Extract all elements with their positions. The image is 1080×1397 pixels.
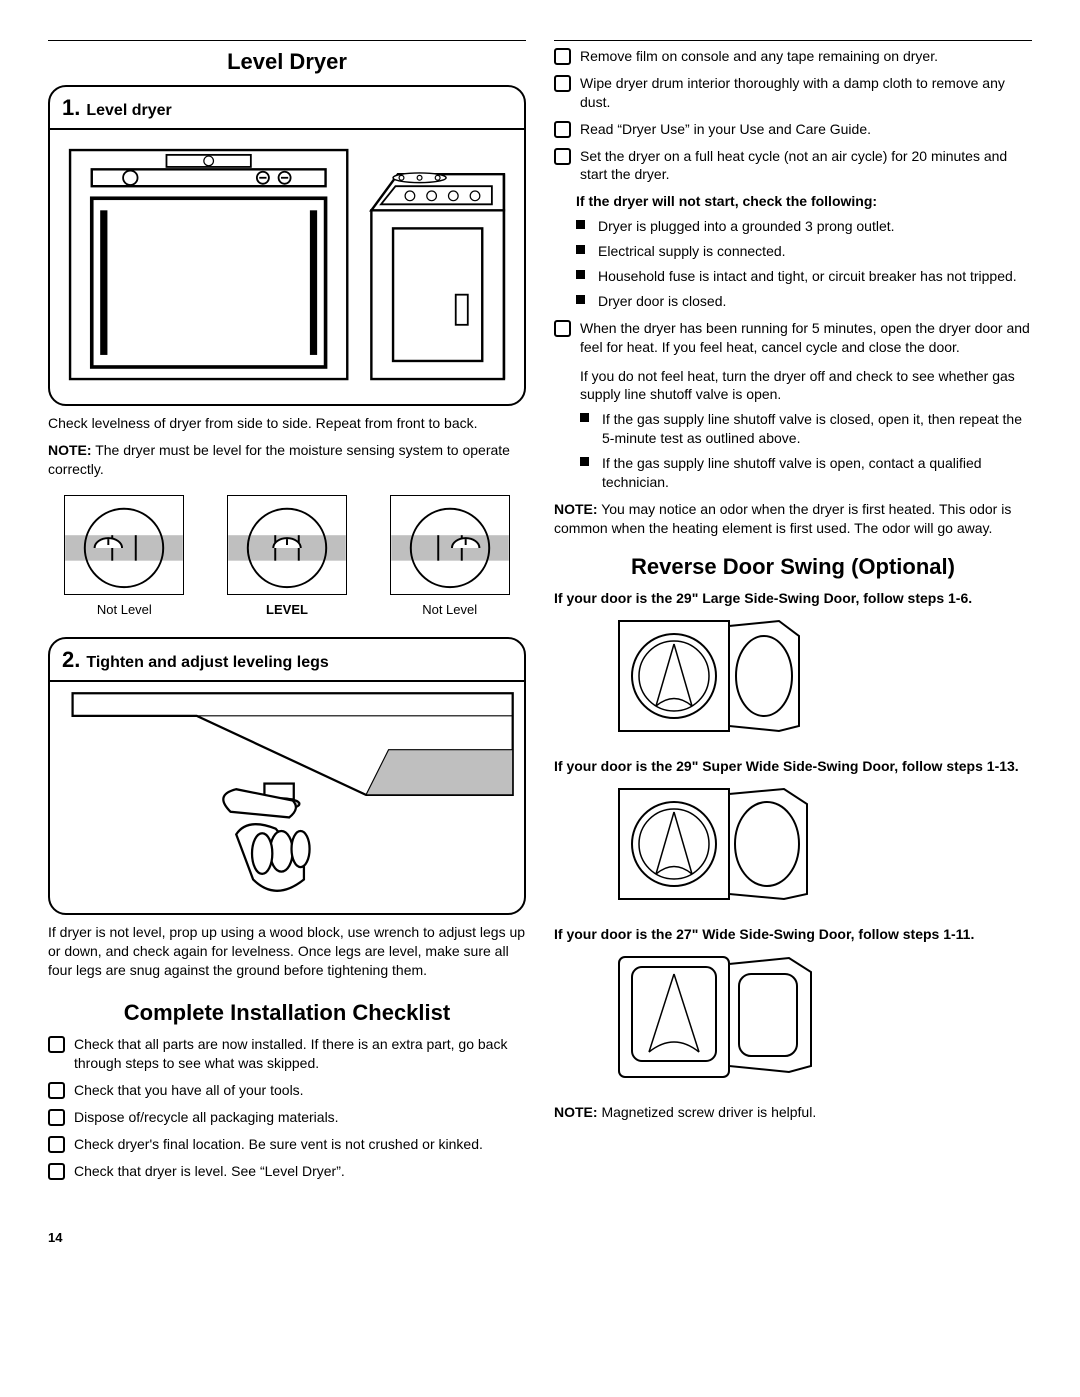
note-label-1: NOTE: <box>48 442 92 458</box>
checklist-item: Check that you have all of your tools. <box>48 1081 526 1100</box>
heading-reverse-door: Reverse Door Swing (Optional) <box>554 552 1032 582</box>
final-note-text: Magnetized screw driver is helpful. <box>598 1104 817 1120</box>
trouble-heading: If the dryer will not start, check the f… <box>576 192 1032 211</box>
step1-caption: Check levelness of dryer from side to si… <box>48 414 526 433</box>
stepbox-1: 1. Level dryer <box>48 85 526 407</box>
checklist-right-1: Remove film on console and any tape rema… <box>554 47 1032 184</box>
runcheck-text: When the dryer has been running for 5 mi… <box>580 320 1030 355</box>
step1-num: 1. <box>62 93 80 123</box>
door-27: If your door is the 27" Wide Side-Swing … <box>554 925 1032 944</box>
step2-num: 2. <box>62 645 80 675</box>
stepbox-2-header: 2. Tighten and adjust leveling legs <box>50 639 524 683</box>
door-fig-1 <box>614 616 1032 741</box>
checklist-item: Check that all parts are now installed. … <box>48 1035 526 1073</box>
checklist-right-2: When the dryer has been running for 5 mi… <box>554 319 1032 492</box>
door-29-super: If your door is the 29" Super Wide Side-… <box>554 757 1032 776</box>
level-label-1: Not Level <box>48 601 201 619</box>
trouble-item: Electrical supply is connected. <box>576 242 1032 261</box>
level-label-2: LEVEL <box>211 601 364 619</box>
checklist-item: Remove film on console and any tape rema… <box>554 47 1032 66</box>
final-note-label: NOTE: <box>554 1104 598 1120</box>
door-27-illustration <box>614 952 824 1082</box>
trouble-item: Dryer door is closed. <box>576 292 1032 311</box>
step1-body <box>50 130 524 404</box>
gas-item: If the gas supply line shutoff valve is … <box>580 410 1032 448</box>
level-bubble-row: Not Level LEVEL <box>48 495 526 619</box>
left-column: Level Dryer 1. Level dryer <box>48 40 526 1189</box>
trouble-item: Dryer is plugged into a grounded 3 prong… <box>576 217 1032 236</box>
door-29-large: If your door is the 29" Large Side-Swing… <box>554 589 1032 608</box>
final-note: NOTE: Magnetized screw driver is helpful… <box>554 1103 1032 1122</box>
bubble-level <box>227 495 347 595</box>
checklist-item: When the dryer has been running for 5 mi… <box>554 319 1032 492</box>
level-cell-1: Not Level <box>48 495 201 619</box>
checklist-item: Check that dryer is level. See “Level Dr… <box>48 1162 526 1181</box>
right-column: Remove film on console and any tape rema… <box>554 40 1032 1189</box>
step2-title: Tighten and adjust leveling legs <box>86 652 328 674</box>
checklist-item: Read “Dryer Use” in your Use and Care Gu… <box>554 120 1032 139</box>
level-cell-3: Not Level <box>373 495 526 619</box>
door-fig-2 <box>614 784 1032 909</box>
stepbox-2: 2. Tighten and adjust leveling legs <box>48 637 526 915</box>
odor-note-text: You may notice an odor when the dryer is… <box>554 501 1011 536</box>
trouble-list: Dryer is plugged into a grounded 3 prong… <box>576 217 1032 311</box>
heading-level-dryer: Level Dryer <box>48 47 526 77</box>
level-cell-2: LEVEL <box>211 495 364 619</box>
page-number: 14 <box>48 1229 1032 1247</box>
rule-top-left <box>48 40 526 41</box>
door-29-large-illustration <box>614 616 814 736</box>
checklist-item: Check dryer's final location. Be sure ve… <box>48 1135 526 1154</box>
odor-note: NOTE: You may notice an odor when the dr… <box>554 500 1032 538</box>
wrench-leg-illustration <box>50 682 524 908</box>
odor-note-label: NOTE: <box>554 501 598 517</box>
rule-top-right <box>554 40 1032 41</box>
trouble-item: Household fuse is intact and tight, or c… <box>576 267 1032 286</box>
stepbox-1-header: 1. Level dryer <box>50 87 524 131</box>
note-text-1: The dryer must be level for the moisture… <box>48 442 510 477</box>
noheat-text: If you do not feel heat, turn the dryer … <box>580 367 1032 405</box>
checklist-item: Set the dryer on a full heat cycle (not … <box>554 147 1032 185</box>
dryer-level-illustration <box>58 138 516 391</box>
door-fig-3 <box>614 952 1032 1087</box>
gas-list: If the gas supply line shutoff valve is … <box>580 410 1032 492</box>
heading-complete-checklist: Complete Installation Checklist <box>48 998 526 1028</box>
checklist-left: Check that all parts are now installed. … <box>48 1035 526 1180</box>
checklist-item: Dispose of/recycle all packaging materia… <box>48 1108 526 1127</box>
gas-item: If the gas supply line shutoff valve is … <box>580 454 1032 492</box>
bubble-not-level-right <box>390 495 510 595</box>
step1-title: Level dryer <box>86 100 171 122</box>
bubble-not-level-left <box>64 495 184 595</box>
door-29-super-illustration <box>614 784 814 904</box>
step2-caption: If dryer is not level, prop up using a w… <box>48 923 526 980</box>
step2-body <box>50 682 524 913</box>
checklist-item: Wipe dryer drum interior thoroughly with… <box>554 74 1032 112</box>
page-columns: Level Dryer 1. Level dryer <box>48 40 1032 1189</box>
level-label-3: Not Level <box>373 601 526 619</box>
step1-note: NOTE: The dryer must be level for the mo… <box>48 441 526 479</box>
